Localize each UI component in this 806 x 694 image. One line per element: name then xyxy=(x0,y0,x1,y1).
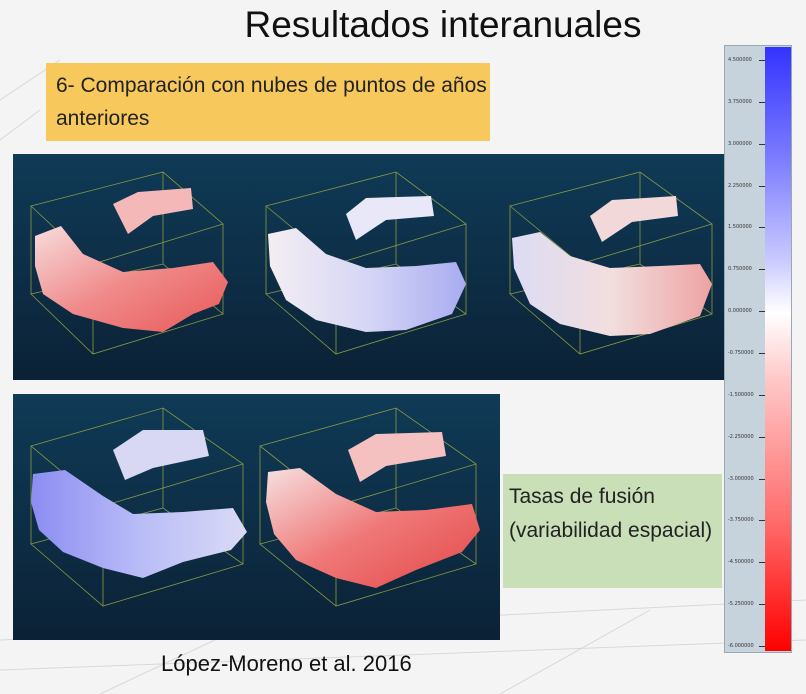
color-scale-label: 1.500000 xyxy=(728,224,752,231)
color-scale-label: -1.500000 xyxy=(728,391,754,398)
color-scale-tick xyxy=(759,227,765,229)
color-scale-tick xyxy=(759,394,765,396)
color-scale-tick xyxy=(759,646,765,647)
color-scale-label: -4.500000 xyxy=(728,559,754,566)
color-scale-tick xyxy=(759,269,765,271)
color-scale-label: 3.000000 xyxy=(728,140,752,147)
heading-line-2: anteriores xyxy=(56,107,150,130)
color-scale-tick xyxy=(759,185,765,187)
point-cloud-panel-4 xyxy=(13,394,256,640)
point-cloud-panel-3 xyxy=(500,154,724,380)
color-scale-tick xyxy=(759,436,765,438)
color-scale-tick xyxy=(759,604,765,606)
color-scale-label: -2.250000 xyxy=(728,433,754,440)
color-scale-label: -5.250000 xyxy=(728,601,754,608)
color-scale-bar: 4.500000 3.750000 3.000000 2.250000 1.500000… xyxy=(724,45,792,653)
side-note-line-1: Tasas de fusión xyxy=(509,485,655,508)
color-scale-label: -0.750000 xyxy=(728,350,754,356)
color-scale-label: 0.750000 xyxy=(728,266,752,273)
color-scale-tick xyxy=(759,101,765,103)
color-scale-gradient xyxy=(765,47,791,651)
citation: López-Moreno et al. 2016 xyxy=(161,651,412,676)
color-scale-tick xyxy=(759,311,765,313)
color-scale-tick xyxy=(759,520,765,522)
color-scale-label: 2.250000 xyxy=(728,182,752,189)
side-note-box: Tasas de fusión (variabilidad espacial) xyxy=(503,474,722,588)
color-scale-label: 0.000000 xyxy=(728,308,752,315)
color-scale-tick xyxy=(759,478,765,480)
color-scale-label: -3.750000 xyxy=(728,517,754,524)
point-cloud-panel-5 xyxy=(256,394,500,640)
color-scale-label: -3.000000 xyxy=(728,475,754,482)
point-cloud-panel-2 xyxy=(256,154,500,380)
color-scale-tick xyxy=(759,562,765,564)
side-note-line-2: (variabilidad espacial) xyxy=(509,519,713,542)
color-scale-tick xyxy=(759,143,765,145)
color-scale-tick xyxy=(759,353,765,354)
heading-line-1: 6- Comparación con nubes de puntos de añ… xyxy=(56,74,487,97)
heading-box: 6- Comparación con nubes de puntos de añ… xyxy=(46,63,490,141)
color-scale-label: -6.000000 xyxy=(728,643,754,649)
slide-title: Resultados interanuales xyxy=(244,4,642,45)
color-scale-label: 4.500000 xyxy=(728,57,752,63)
point-cloud-panel-1 xyxy=(13,154,256,380)
color-scale-tick xyxy=(759,60,765,61)
color-scale-label: 3.750000 xyxy=(728,98,752,105)
